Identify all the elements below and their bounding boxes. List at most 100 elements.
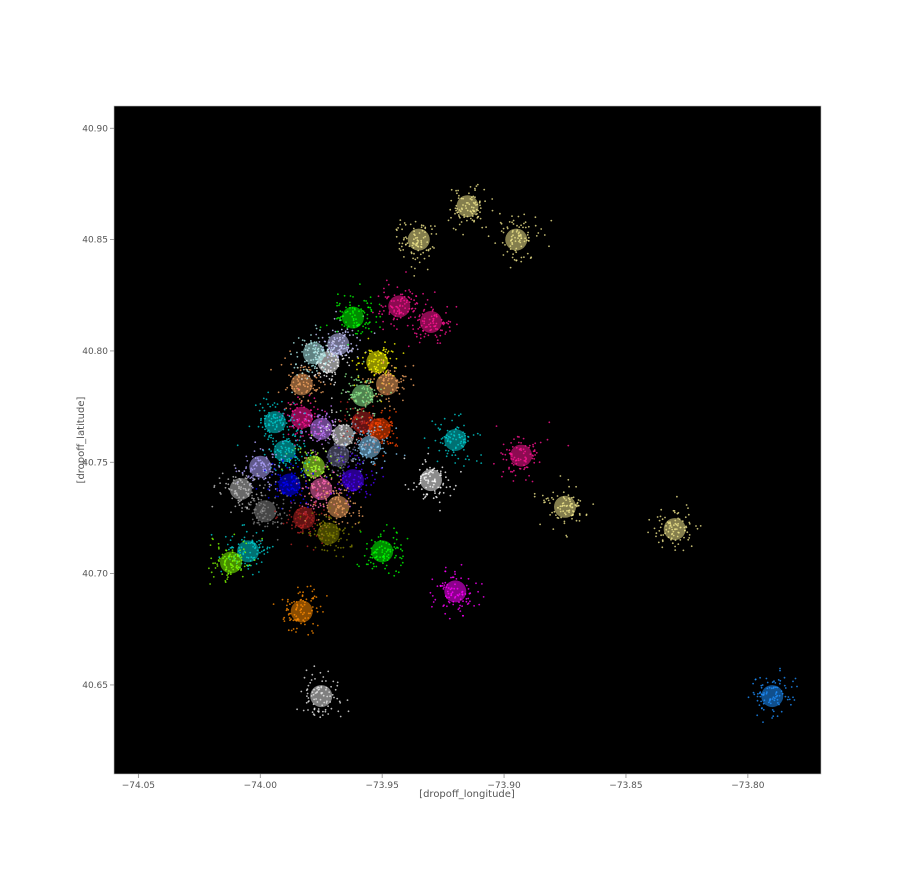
data-point (330, 707, 333, 710)
data-point (267, 488, 270, 490)
data-point (756, 699, 759, 702)
data-point (329, 383, 332, 385)
data-point (321, 409, 323, 412)
data-point (326, 429, 328, 432)
data-point (303, 676, 306, 679)
data-point (297, 592, 300, 595)
data-point (676, 535, 679, 538)
data-point (302, 709, 305, 712)
data-point (396, 379, 399, 382)
data-point (359, 531, 362, 533)
data-point (261, 406, 264, 409)
data-point (426, 468, 428, 471)
data-point (325, 497, 327, 500)
data-point (340, 482, 342, 485)
data-point (472, 434, 475, 436)
data-point (261, 512, 263, 514)
data-point (438, 449, 441, 452)
data-point (362, 310, 365, 313)
data-point (672, 509, 675, 512)
data-point (393, 300, 395, 302)
data-point (364, 351, 367, 354)
data-point (396, 386, 398, 389)
data-point (315, 363, 318, 366)
data-point (365, 492, 368, 495)
data-point (377, 350, 380, 352)
data-point (398, 242, 401, 245)
data-point (459, 442, 462, 445)
data-point (239, 549, 242, 551)
data-point (327, 427, 329, 430)
data-point (331, 411, 333, 414)
data-point (281, 598, 284, 601)
data-point (223, 555, 226, 558)
data-point (353, 446, 356, 449)
data-point (390, 391, 392, 394)
data-point (305, 381, 308, 384)
data-point (389, 357, 392, 360)
data-point (462, 431, 464, 434)
data-point (375, 565, 378, 568)
data-point (260, 462, 262, 464)
data-point (426, 268, 429, 271)
data-point (340, 505, 342, 507)
data-point (383, 530, 385, 532)
data-point (257, 474, 260, 477)
data-point (399, 548, 402, 551)
data-point (559, 505, 562, 508)
data-point (338, 459, 340, 462)
data-point (565, 534, 568, 537)
data-point (420, 246, 423, 249)
data-point (389, 550, 392, 553)
data-point (415, 335, 418, 338)
data-point (344, 460, 347, 463)
data-point (303, 476, 305, 478)
data-point (347, 533, 350, 536)
data-point (771, 681, 774, 684)
data-point (405, 271, 407, 273)
data-point (253, 500, 256, 502)
data-point (283, 418, 286, 421)
data-point (429, 466, 431, 469)
data-point (352, 502, 355, 505)
data-point (327, 539, 330, 541)
data-point (293, 480, 296, 483)
data-point (324, 354, 327, 357)
data-point (237, 566, 240, 569)
data-point (437, 427, 440, 429)
data-point (311, 590, 314, 593)
data-point (368, 368, 371, 371)
data-point (304, 377, 307, 380)
data-point (382, 359, 385, 362)
data-point (449, 485, 451, 488)
data-point (400, 298, 402, 301)
data-point (260, 502, 262, 505)
data-point (374, 358, 377, 361)
data-point (301, 505, 304, 508)
data-point (427, 452, 430, 455)
data-point (308, 479, 311, 481)
data-point (301, 392, 303, 394)
data-point (661, 540, 664, 543)
data-point (336, 681, 339, 684)
data-point (301, 490, 303, 492)
data-point (674, 549, 677, 551)
data-point (378, 303, 381, 306)
data-point (300, 467, 303, 470)
data-point (512, 253, 514, 256)
data-point (324, 368, 327, 371)
data-point (329, 701, 332, 703)
data-point (271, 404, 274, 406)
data-point (444, 581, 447, 584)
data-point (303, 425, 306, 427)
data-point (463, 424, 465, 427)
data-point (778, 703, 780, 706)
data-point (427, 473, 430, 475)
data-point (292, 520, 294, 523)
data-point (314, 450, 317, 453)
data-point (290, 477, 293, 479)
data-point (269, 405, 272, 408)
data-point (353, 326, 355, 329)
data-point (405, 301, 408, 304)
data-point (402, 399, 404, 402)
